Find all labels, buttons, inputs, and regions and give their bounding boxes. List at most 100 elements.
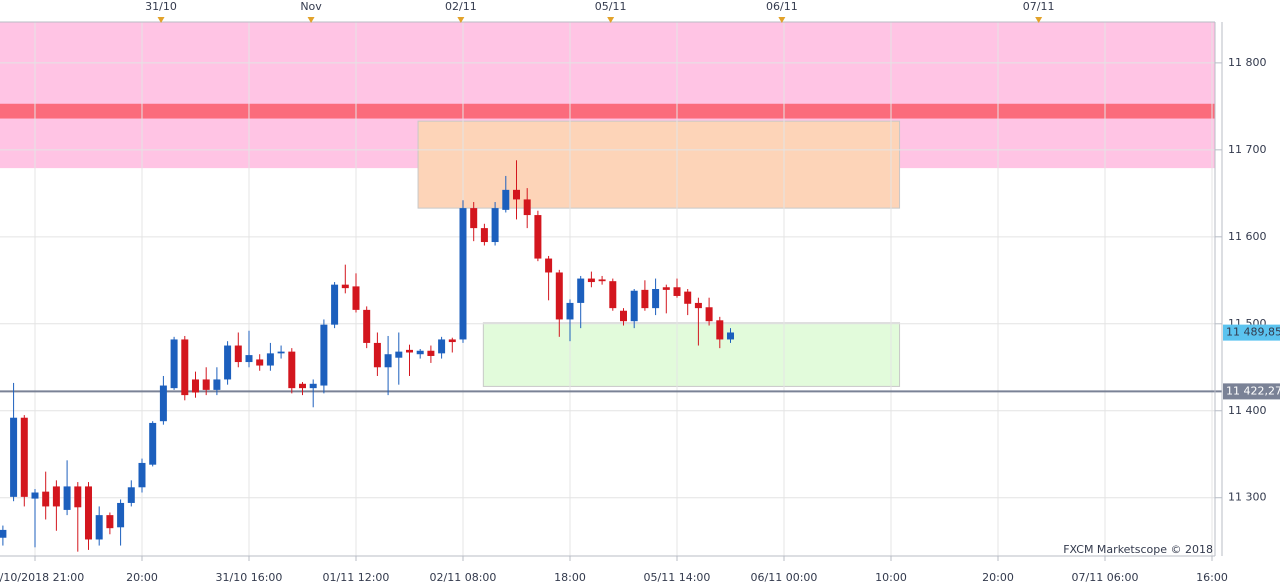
candle-body [598, 279, 606, 282]
candle-body [309, 383, 317, 389]
y-tick-label: 11 400 [1228, 404, 1267, 417]
top-date-marker [607, 17, 615, 23]
candle-body [106, 515, 114, 529]
candle-body [266, 353, 274, 366]
top-date-label: 31/10 [145, 0, 177, 13]
candle-body [95, 515, 103, 540]
top-date-label: 02/11 [445, 0, 477, 13]
x-tick-label: 07/11 06:00 [1072, 571, 1139, 584]
candle-body [170, 339, 178, 389]
top-date-label: 06/11 [766, 0, 798, 13]
candle-body [298, 383, 306, 389]
candle-body [534, 215, 542, 259]
candle-body [705, 307, 713, 322]
candle-body [52, 486, 60, 507]
candle-body [202, 379, 210, 390]
y-tick-label: 11 800 [1228, 56, 1267, 69]
candle-body [619, 310, 627, 322]
candle-body [63, 486, 71, 510]
top-date-label: 07/11 [1023, 0, 1055, 13]
last-price-box [1223, 324, 1280, 341]
y-tick-label: 11 300 [1228, 491, 1267, 504]
candle-body [641, 289, 649, 309]
x-tick-label: 31/10 16:00 [216, 571, 283, 584]
candle-body [341, 284, 349, 289]
candle-body [191, 379, 199, 393]
candle-body [673, 287, 681, 296]
zone [417, 120, 901, 209]
candle-body [427, 350, 435, 356]
candle-body [10, 417, 18, 497]
candle-body [416, 350, 424, 355]
candle-body [512, 189, 520, 200]
candle-body [288, 351, 296, 389]
price-label-box [1223, 383, 1280, 400]
candle-body [277, 351, 285, 354]
candle-body [395, 351, 403, 358]
candle-body [587, 278, 595, 283]
top-date-label: Nov [300, 0, 322, 13]
top-date-marker [457, 17, 465, 23]
candle-body [459, 208, 467, 340]
y-tick-label: 11 600 [1228, 230, 1267, 243]
candle-body [159, 385, 167, 422]
candle-body [117, 502, 125, 528]
candle-body [566, 302, 574, 320]
x-tick-label: 01/11 12:00 [323, 571, 390, 584]
candle-body [20, 417, 28, 497]
candle-body [523, 199, 531, 216]
candle-body [577, 278, 585, 303]
candle-body [545, 258, 553, 273]
candle-body [716, 320, 724, 340]
candle-body [373, 342, 381, 368]
candle-body [363, 309, 371, 343]
watermark: FXCM Marketscope © 2018 [1063, 543, 1213, 556]
x-tick-label: 02/11 08:00 [430, 571, 497, 584]
candle-body [662, 287, 670, 290]
candle-body [84, 486, 92, 540]
candle-body [352, 286, 360, 310]
candle-body [630, 290, 638, 322]
zone [482, 322, 901, 387]
candle-body [555, 272, 563, 320]
candle-body [448, 339, 456, 343]
price-label: 11 422,27 [1226, 384, 1280, 397]
top-date-marker [778, 17, 786, 23]
candle-body [726, 332, 734, 340]
x-tick-label: 06/11 00:00 [751, 571, 818, 584]
x-tick-label: 18:00 [554, 571, 586, 584]
x-tick-label: 10:00 [875, 571, 907, 584]
x-tick-label: 20:00 [126, 571, 158, 584]
candle-body [694, 302, 702, 309]
candle-body [0, 529, 7, 538]
candle-body [609, 281, 617, 309]
candle-body [256, 359, 264, 366]
x-tick-label: 29/10/2018 21:00 [0, 571, 84, 584]
candle-body [384, 354, 392, 368]
last-price-label: 11 489,85 [1226, 326, 1280, 339]
candle-body [491, 208, 499, 243]
candle-body [31, 492, 39, 499]
candle-body [245, 355, 253, 363]
zone [0, 103, 1215, 119]
candle-body [138, 462, 146, 488]
candle-body [42, 491, 50, 507]
x-tick-label: 05/11 14:00 [644, 571, 711, 584]
candle-body [149, 422, 157, 465]
x-tick-label: 16:00 [1196, 571, 1228, 584]
top-date-marker [1035, 17, 1043, 23]
candle-body [438, 339, 446, 354]
candle-body [652, 289, 660, 309]
candle-body [74, 486, 82, 508]
candle-body [405, 349, 413, 353]
candles [0, 160, 1222, 552]
candle-body [684, 291, 692, 304]
candle-body [181, 339, 189, 396]
candle-body [127, 487, 135, 503]
candle-body [331, 284, 339, 325]
candle-body [320, 324, 328, 386]
zones [0, 22, 1215, 387]
top-date-marker [307, 17, 315, 23]
